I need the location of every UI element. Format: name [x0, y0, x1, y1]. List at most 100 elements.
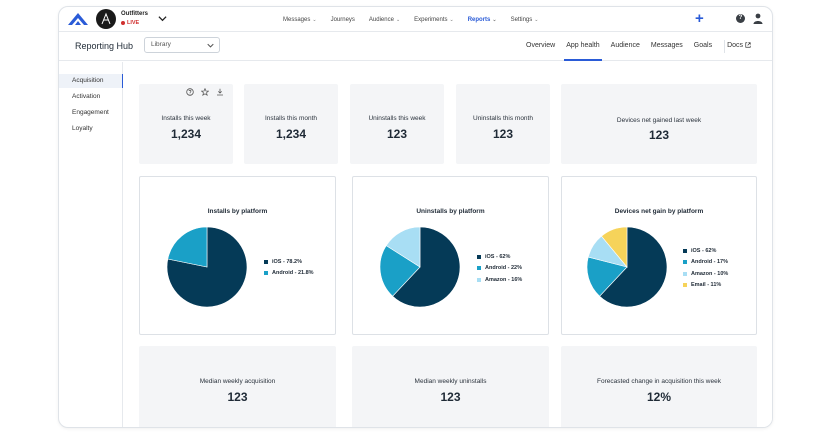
help-icon[interactable]: ?: [736, 14, 745, 23]
pie-slice-ios[interactable]: [599, 227, 667, 307]
pie-slice-ios[interactable]: [392, 227, 460, 307]
stat-label: Forecasted change in acquisition this we…: [597, 378, 721, 385]
stat-label: Uninstalls this month: [473, 115, 533, 122]
org-avatar-icon[interactable]: [96, 9, 116, 29]
pie-chart-installs: [167, 227, 247, 307]
legend-item-ios: iOS - 78.2%: [264, 256, 314, 268]
chart-title: Uninstalls by platform: [416, 208, 485, 215]
legend-item-amazon: Amazon - 16%: [477, 274, 522, 286]
pie-slice-android[interactable]: [380, 245, 421, 297]
nav-journeys[interactable]: Journeys: [330, 16, 355, 23]
user-profile-icon[interactable]: [753, 13, 763, 24]
stat-label: Uninstalls this week: [368, 115, 426, 122]
stat-card-installs-week[interactable]: Installs this week 1,234: [139, 84, 233, 164]
main-menu: Messages ⌄ Journeys Audience ⌄ Experiments…: [283, 7, 552, 32]
chart-title: Devices net gain by platform: [614, 208, 704, 215]
stat-value: 12%: [646, 390, 672, 404]
legend-item-ios: iOS - 62%: [477, 251, 522, 263]
stat-label: Installs this month: [264, 115, 318, 122]
chevron-down-icon: [207, 43, 214, 48]
nav-settings[interactable]: Settings ⌄: [510, 16, 539, 23]
stat-label: Median weekly uninstalls: [414, 378, 487, 385]
legend-item-email: Email - 11%: [683, 280, 728, 292]
download-icon[interactable]: [216, 88, 224, 96]
top-nav: Outfitters LIVE Messages ⌄ Journeys Audie…: [59, 7, 772, 32]
sidebar-item-acquisition[interactable]: Acquisition: [59, 74, 124, 88]
env-status-badge: LIVE: [121, 20, 139, 26]
pie-slice-email[interactable]: [601, 227, 628, 268]
nav-audience[interactable]: Audience ⌄: [368, 16, 401, 23]
chart-card-installs-by-platform: Installs by platform iOS - 78.2% Android…: [139, 176, 336, 335]
library-select[interactable]: Library: [144, 37, 220, 53]
stat-label: Median weekly acquisition: [199, 378, 276, 385]
docs-link[interactable]: Docs: [727, 32, 751, 61]
tab-goals[interactable]: Goals: [693, 42, 713, 49]
sidebar-item-activation[interactable]: Activation: [72, 93, 101, 100]
stat-card-median-weekly-acquisition[interactable]: Median weekly acquisition 123: [139, 346, 336, 427]
library-select-value: Library: [151, 41, 171, 48]
page-title: Reporting Hub: [75, 41, 134, 51]
sidebar-item-loyalty[interactable]: Loyalty: [72, 125, 93, 132]
legend-swatch: [264, 259, 268, 264]
stat-label: Devices net gained last week: [616, 117, 702, 124]
info-icon[interactable]: [186, 88, 194, 96]
chart-title: Installs by platform: [207, 208, 268, 215]
external-link-icon: [745, 42, 751, 48]
star-icon[interactable]: [201, 88, 209, 96]
caret-down-icon: ⌄: [534, 16, 539, 23]
nav-reports[interactable]: Reports ⌄: [467, 16, 497, 23]
org-name[interactable]: Outfitters: [121, 11, 148, 17]
chart-legend: iOS - 62% Android - 22% Amazon - 16%: [477, 251, 522, 286]
chart-legend: iOS - 62% Android - 17% Amazon - 10% Ema…: [683, 245, 728, 291]
chart-card-uninstalls-by-platform: Uninstalls by platform iOS - 62% Android…: [352, 176, 549, 335]
legend-swatch: [683, 283, 687, 288]
stat-value: 123: [648, 128, 670, 142]
sidebar-item-engagement[interactable]: Engagement: [72, 109, 109, 116]
legend-item-ios: iOS - 62%: [683, 245, 728, 257]
caret-down-icon: ⌄: [395, 16, 401, 23]
tab-messages[interactable]: Messages: [650, 42, 683, 49]
stat-value: 123: [227, 390, 248, 404]
pie-slice-android[interactable]: [587, 256, 628, 297]
legend-swatch: [477, 266, 481, 271]
legend-swatch: [264, 271, 268, 276]
nav-experiments[interactable]: Experiments ⌄: [414, 16, 454, 23]
chevron-down-icon[interactable]: [158, 14, 167, 23]
stat-value: 1,234: [170, 127, 202, 141]
stat-card-installs-month[interactable]: Installs this month 1,234: [244, 84, 338, 164]
tab-audience[interactable]: Audience: [610, 42, 640, 49]
legend-swatch: [683, 271, 687, 276]
legend-item-android: Android - 22%: [477, 263, 522, 275]
legend-item-amazon: Amazon - 10%: [683, 268, 728, 280]
legend-swatch: [683, 248, 687, 253]
app-window: Outfitters LIVE Messages ⌄ Journeys Audie…: [58, 6, 773, 428]
stat-card-median-weekly-uninstalls[interactable]: Median weekly uninstalls 123: [352, 346, 549, 427]
caret-down-icon: ⌄: [492, 16, 497, 23]
stat-value: 1,234: [275, 127, 307, 141]
sidebar: Acquisition Activation Engagement Loyalt…: [59, 62, 124, 427]
live-dot-icon: [121, 20, 125, 25]
stat-card-devices-net-gained[interactable]: Devices net gained last week 123: [561, 84, 757, 164]
stat-value: 123: [386, 127, 408, 141]
add-button[interactable]: +: [695, 10, 704, 27]
pie-slice-amazon[interactable]: [385, 227, 421, 268]
chart-legend: iOS - 78.2% Android - 21.8%: [264, 256, 314, 279]
tab-overview[interactable]: Overview: [526, 42, 556, 49]
pie-slice-android[interactable]: [167, 227, 208, 268]
sub-header: Reporting Hub Library Overview App healt…: [59, 32, 772, 61]
stat-value: 123: [440, 390, 461, 404]
tab-app-health[interactable]: App health: [564, 32, 603, 61]
caret-down-icon: ⌄: [449, 16, 454, 23]
nav-messages[interactable]: Messages ⌄: [283, 16, 317, 23]
caret-down-icon: ⌄: [312, 16, 317, 23]
legend-item-android: Android - 17%: [683, 257, 728, 269]
stat-card-forecasted-change[interactable]: Forecasted change in acquisition this we…: [561, 346, 757, 427]
stat-card-uninstalls-month[interactable]: Uninstalls this month 123: [456, 84, 550, 164]
pie-chart-net-gain: [587, 227, 667, 307]
stat-card-uninstalls-week[interactable]: Uninstalls this week 123: [350, 84, 444, 164]
card-actions: [186, 88, 231, 96]
report-content: Installs this week 1,234 Installs this m…: [123, 62, 772, 427]
legend-item-android: Android - 21.8%: [264, 268, 314, 280]
brand-logo-icon[interactable]: [67, 11, 89, 27]
pie-chart-uninstalls: [380, 227, 460, 307]
